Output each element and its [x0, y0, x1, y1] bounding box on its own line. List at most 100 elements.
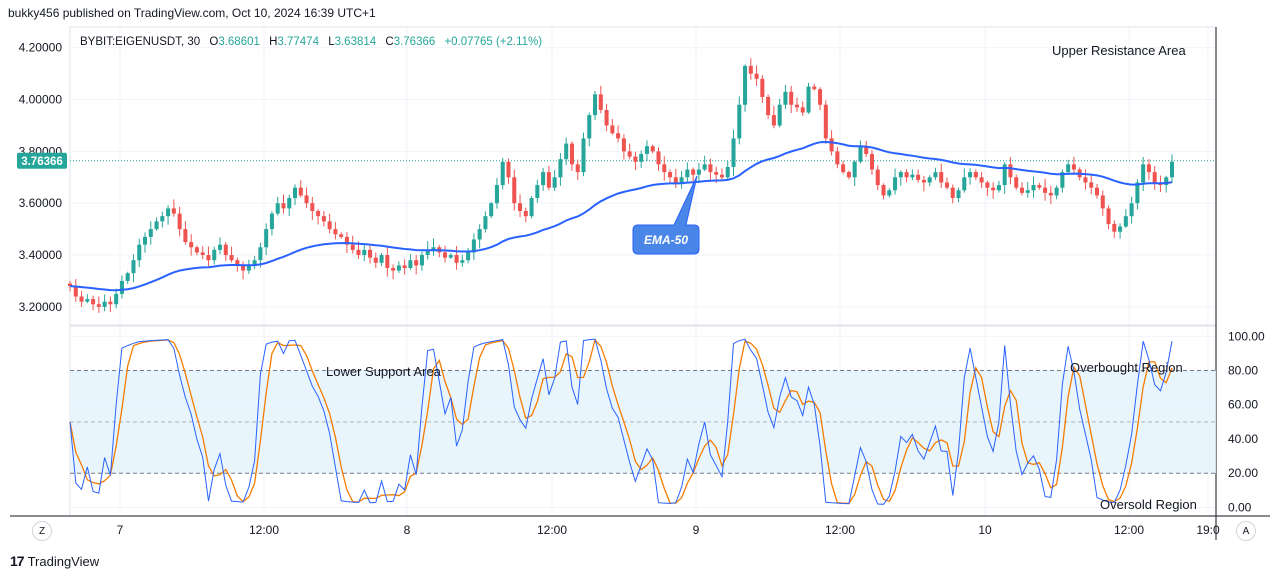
- candle-body: [512, 177, 517, 204]
- candle-body: [1112, 223, 1117, 232]
- candle-body: [610, 125, 615, 134]
- candle-body: [1025, 190, 1030, 193]
- time-tick-label: 10: [978, 523, 992, 537]
- candle-body: [691, 169, 696, 175]
- candle-body: [696, 169, 701, 175]
- candle-body: [875, 169, 880, 186]
- candle-body: [85, 299, 90, 302]
- oversold-label: Oversold Region: [1100, 497, 1197, 512]
- candle-body: [246, 265, 251, 271]
- candle-body: [131, 260, 136, 274]
- candle-body: [142, 236, 148, 245]
- candle-body: [96, 304, 101, 307]
- candle-body: [316, 210, 321, 217]
- candle-body: [581, 138, 586, 173]
- candle-body: [506, 161, 511, 178]
- time-tick-label: 8: [404, 523, 411, 537]
- open-value: 3.68601: [218, 36, 260, 48]
- candle-body: [869, 153, 874, 170]
- candle-body: [333, 229, 338, 235]
- candle-body: [748, 65, 753, 74]
- stoch-d-line: [69, 338, 1173, 505]
- candles: [67, 58, 1175, 313]
- candle-body: [858, 146, 863, 162]
- candle-body: [1008, 164, 1013, 178]
- candle-body: [235, 260, 240, 266]
- candle-body: [927, 177, 932, 183]
- candle-body: [575, 164, 580, 173]
- candle-body: [229, 255, 234, 261]
- candle-body: [327, 221, 332, 230]
- candle-body: [217, 244, 223, 250]
- candle-body: [373, 257, 378, 263]
- price-tick-label: 3.40000: [19, 248, 63, 262]
- stoch-k-line: [69, 338, 1173, 505]
- candle-body: [425, 249, 430, 256]
- candle-body: [298, 187, 303, 196]
- price-tick-label: 4.20000: [19, 41, 63, 55]
- candle-body: [760, 78, 765, 97]
- candle-body: [321, 216, 326, 222]
- time-tick-label: 9: [693, 523, 700, 537]
- candle-body: [679, 177, 684, 183]
- candle-body: [350, 244, 355, 250]
- auto-scale-toggle[interactable]: A: [1236, 521, 1256, 541]
- candle-body: [973, 172, 978, 178]
- candle-body: [385, 255, 390, 268]
- candle-body: [644, 146, 649, 154]
- candle-body: [754, 73, 759, 79]
- candle-body: [1060, 172, 1065, 188]
- stoch-axis-ticks: 100.00 80.00 60.00 40.00 20.00 0.00: [1228, 329, 1265, 514]
- candle-body: [794, 104, 799, 108]
- candle-body: [812, 86, 817, 90]
- candle-body: [483, 216, 488, 230]
- candle-body: [1100, 195, 1105, 209]
- candle-body: [443, 252, 448, 258]
- candle-body: [708, 164, 713, 173]
- tradingview-logo[interactable]: 17 TradingView: [10, 553, 99, 569]
- candle-body: [1106, 208, 1111, 224]
- candle-body: [356, 249, 361, 256]
- stoch-tick-label: 20.00: [1228, 466, 1258, 480]
- candle-body: [1083, 177, 1088, 183]
- candle-body: [800, 107, 805, 113]
- candle-body: [292, 187, 298, 199]
- candle-body: [189, 242, 194, 248]
- candle-body: [633, 156, 638, 162]
- candle-body: [471, 239, 476, 253]
- candle-body: [477, 229, 482, 240]
- candle-body: [604, 109, 609, 126]
- candle-body: [1169, 161, 1175, 178]
- candle-body: [419, 255, 424, 266]
- candle-body: [621, 138, 626, 152]
- candle-body: [789, 91, 794, 105]
- candle-body: [494, 185, 499, 204]
- candle-body: [200, 252, 205, 256]
- last-price-text: 3.76366: [21, 156, 63, 168]
- candle-body: [846, 172, 851, 178]
- time-axis-ticks: 7 12:00 8 12:00 9 12:00 10 12:00 19:0: [117, 523, 1220, 537]
- candle-body: [1135, 182, 1140, 204]
- open-label: O: [209, 36, 218, 48]
- candle-body: [460, 260, 465, 263]
- candle-body: [650, 146, 655, 152]
- candle-body: [275, 203, 280, 214]
- candle-body: [304, 195, 309, 204]
- candle-body: [1129, 203, 1134, 217]
- high-value: 3.77474: [277, 36, 319, 48]
- log-scale-toggle[interactable]: Z: [32, 521, 52, 541]
- candle-body: [1118, 226, 1123, 232]
- candle-body: [639, 153, 644, 162]
- candle-body: [731, 138, 736, 167]
- candle-body: [702, 164, 707, 170]
- candle-body: [921, 179, 926, 183]
- candle-body: [252, 260, 257, 266]
- candle-body: [79, 296, 84, 302]
- price-tick-label: 4.00000: [19, 93, 63, 107]
- candle-body: [996, 185, 1001, 191]
- candle-body: [281, 203, 286, 209]
- candle-body: [183, 229, 188, 243]
- candle-body: [125, 273, 130, 281]
- candle-body: [258, 247, 263, 261]
